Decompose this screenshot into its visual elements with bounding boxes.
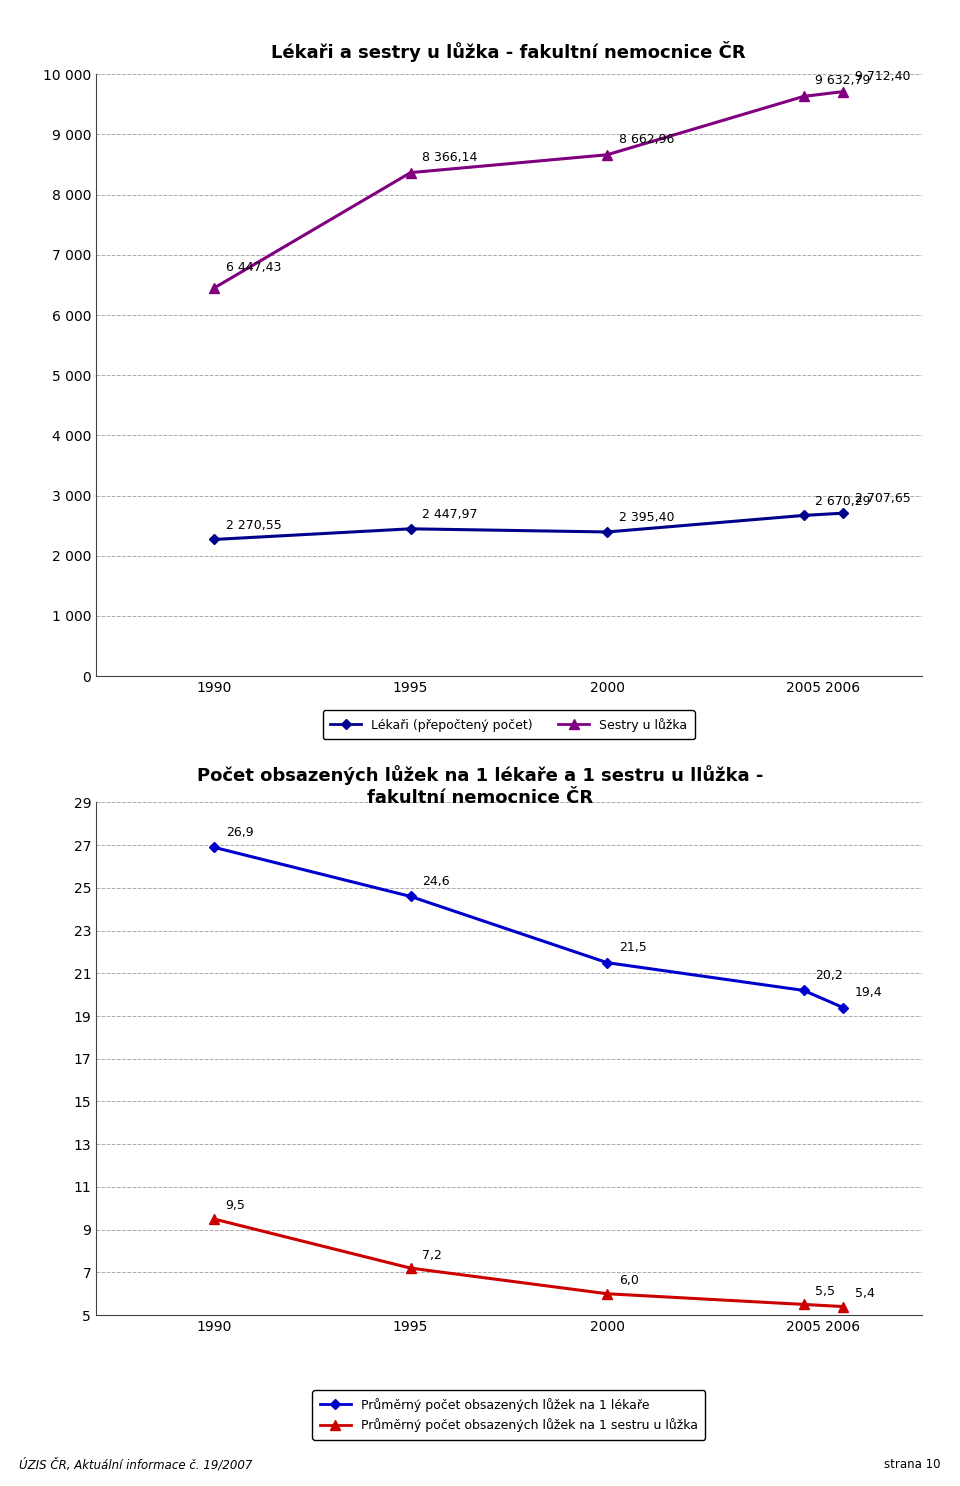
Text: 2 707,65: 2 707,65 — [854, 492, 910, 505]
Title: Lékaři a sestry u lůžka - fakultní nemocnice ČR: Lékaři a sestry u lůžka - fakultní nemoc… — [272, 40, 746, 61]
Text: 8 366,14: 8 366,14 — [422, 150, 478, 163]
Text: 6 447,43: 6 447,43 — [226, 262, 281, 275]
Text: 2 270,55: 2 270,55 — [226, 519, 281, 532]
Text: 2 395,40: 2 395,40 — [619, 511, 674, 525]
Text: 19,4: 19,4 — [854, 985, 882, 999]
Text: 2 447,97: 2 447,97 — [422, 508, 478, 522]
Text: 9 712,40: 9 712,40 — [854, 70, 910, 83]
Legend: Průměrný počet obsazených lůžek na 1 lékaře, Průměrný počet obsazených lůžek na : Průměrný počet obsazených lůžek na 1 lék… — [312, 1391, 706, 1440]
Text: ÚZIS ČR, Aktuální informace č. 19/2007: ÚZIS ČR, Aktuální informace č. 19/2007 — [19, 1458, 252, 1471]
Text: 20,2: 20,2 — [815, 969, 843, 982]
Text: 5,5: 5,5 — [815, 1285, 835, 1297]
Text: 6,0: 6,0 — [619, 1274, 638, 1287]
Legend: Lékaři (přepočtený počet), Sestry u lůžka: Lékaři (přepočtený počet), Sestry u lůžk… — [323, 710, 695, 739]
Text: 9 632,79: 9 632,79 — [815, 74, 871, 88]
Text: 7,2: 7,2 — [422, 1248, 443, 1262]
Text: fakultní nemocnice ČR: fakultní nemocnice ČR — [367, 789, 593, 807]
Text: 5,4: 5,4 — [854, 1287, 875, 1300]
Text: 9,5: 9,5 — [226, 1199, 246, 1213]
Text: strana 10: strana 10 — [884, 1458, 941, 1471]
Text: 2 670,29: 2 670,29 — [815, 495, 871, 508]
Text: 26,9: 26,9 — [226, 826, 253, 838]
Text: 24,6: 24,6 — [422, 875, 450, 887]
Text: 8 662,96: 8 662,96 — [619, 132, 674, 146]
Text: Počet obsazených lůžek na 1 lékaře a 1 sestru u llůžka -: Počet obsazených lůžek na 1 lékaře a 1 s… — [197, 765, 763, 785]
Text: 21,5: 21,5 — [619, 941, 647, 954]
